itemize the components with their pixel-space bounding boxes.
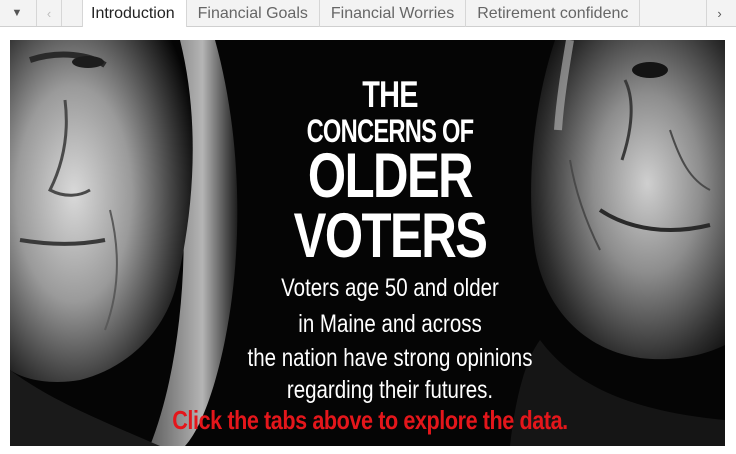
- intro-text-line-4: regarding their futures.: [286, 376, 494, 404]
- tab-financial-goals[interactable]: Financial Goals: [187, 0, 320, 27]
- intro-text-line-2: in Maine and across: [298, 310, 482, 338]
- hero-photo: [10, 40, 725, 446]
- tab-retirement-confidence[interactable]: Retirement confidenc: [466, 0, 641, 27]
- hero-banner: THE CONCERNS OF OLDER VOTERS Voters age …: [10, 40, 725, 446]
- call-to-action: Click the tabs above to explore the data…: [172, 405, 568, 435]
- headline-line-1: THE: [362, 74, 418, 115]
- tab-scroll-left-button[interactable]: ‹: [36, 0, 62, 26]
- tab-introduction[interactable]: Introduction: [82, 0, 187, 27]
- chevron-left-icon: ‹: [46, 5, 52, 21]
- intro-text-line-3: the nation have strong opinions: [247, 344, 533, 372]
- tab-list: Introduction Financial Goals Financial Wor…: [82, 0, 702, 27]
- chevron-right-icon: ›: [717, 5, 722, 21]
- headline-line-4: VOTERS: [293, 201, 488, 271]
- tab-scroll-right-button[interactable]: ›: [706, 0, 732, 26]
- tab-menu-button[interactable]: ▼: [4, 0, 30, 26]
- right-portrait: [510, 40, 725, 446]
- headline-line-3: OLDER: [307, 141, 474, 211]
- caret-down-icon: ▼: [11, 7, 23, 19]
- headline-line-2: CONCERNS OF: [306, 113, 475, 149]
- left-portrait: [10, 40, 238, 446]
- tab-financial-worries[interactable]: Financial Worries: [320, 0, 467, 27]
- tab-strip: ▼ ‹ Introduction Financial Goals Financial…: [0, 0, 736, 27]
- intro-text-line-1: Voters age 50 and older: [281, 274, 499, 302]
